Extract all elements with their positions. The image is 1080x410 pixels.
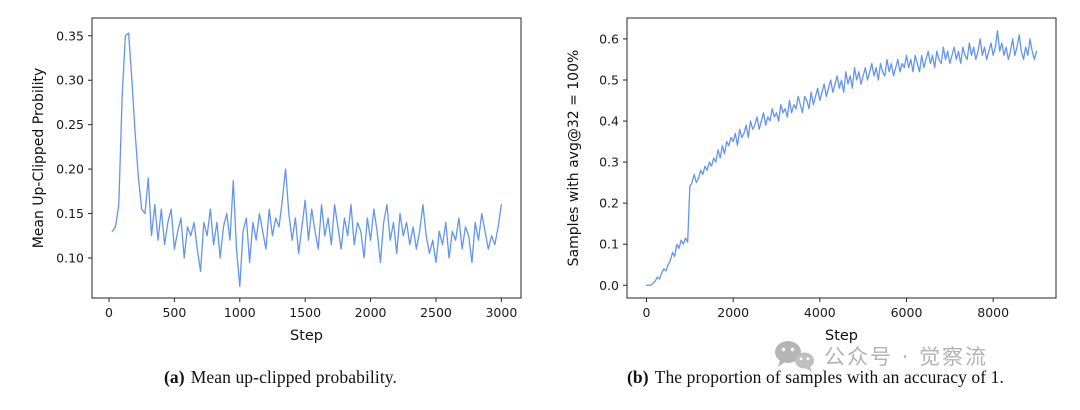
- y-tick-label: 0.35: [56, 28, 84, 43]
- y-tick-label: 0.15: [56, 206, 84, 221]
- x-tick-label: 0: [105, 305, 113, 320]
- caption-a: (a) Mean up-clipped probability.: [28, 367, 533, 388]
- caption-b-text: The proportion of samples with an accura…: [654, 367, 1005, 387]
- chart-b: 0 2000 4000 6000 8000 0.0 0.1 0.2 0.3 0.4 0.5 0.6 St…: [563, 8, 1068, 353]
- y-tick-label: 0.5: [599, 72, 619, 87]
- caption-a-label: (a): [164, 367, 185, 387]
- y-tick-label: 0.30: [56, 73, 84, 88]
- x-tick-label: 500: [162, 305, 186, 320]
- x-tick-label: 3000: [485, 305, 517, 320]
- x-tick-label: 1000: [224, 305, 256, 320]
- y-tick-label: 0.3: [599, 155, 619, 170]
- x-tick-label: 4000: [804, 305, 836, 320]
- y-tick-label: 0.2: [599, 196, 619, 211]
- x-axis-label: Step: [290, 328, 323, 344]
- chart-a-svg: 0 500 1000 1500 2000 2500 3000 0.10 0.15 0.20 0.25…: [31, 17, 522, 344]
- chart-a-figure: 0 500 1000 1500 2000 2500 3000 0.10 0.15 0.20 0.25…: [28, 8, 533, 388]
- x-tick-label: 1500: [289, 305, 321, 320]
- plot-frame: [91, 17, 522, 299]
- x-tick-label: 0: [643, 305, 651, 320]
- figure-row: 0 500 1000 1500 2000 2500 3000 0.10 0.15 0.20 0.25…: [28, 8, 1068, 388]
- watermark: 公众号 · 觉察流: [772, 338, 988, 374]
- y-tick-label: 0.20: [56, 162, 84, 177]
- y-tick-label: 0.6: [599, 31, 619, 46]
- watermark-text: 公众号 · 觉察流: [824, 345, 989, 369]
- plot-frame: [626, 17, 1057, 299]
- y-tick-label: 0.1: [599, 237, 619, 252]
- chart-b-figure: 0 2000 4000 6000 8000 0.0 0.1 0.2 0.3 0.4 0.5 0.6 St…: [563, 8, 1068, 388]
- caption-b-label: (b): [626, 367, 649, 387]
- y-tick-label: 0.10: [56, 251, 84, 266]
- y-axis-label: Samples with avg@32 = 100%: [566, 50, 582, 267]
- x-tick-label: 2000: [717, 305, 749, 320]
- series-line: [111, 32, 503, 288]
- series-line: [645, 30, 1038, 286]
- wechat-icon: [775, 341, 814, 372]
- caption-b: (b) The proportion of samples with an acc…: [563, 367, 1068, 388]
- chart-a: 0 500 1000 1500 2000 2500 3000 0.10 0.15 0.20 0.25…: [28, 8, 533, 353]
- x-tick-label: 6000: [891, 305, 923, 320]
- y-tick-label: 0.0: [599, 278, 619, 293]
- y-tick-label: 0.25: [56, 117, 84, 132]
- y-tick-label: 0.4: [599, 114, 619, 129]
- x-tick-label: 8000: [977, 305, 1009, 320]
- x-tick-label: 2000: [355, 305, 387, 320]
- x-axis-label: Step: [825, 328, 858, 344]
- chart-b-svg: 0 2000 4000 6000 8000 0.0 0.1 0.2 0.3 0.4 0.5 0.6 St…: [566, 17, 1057, 344]
- y-axis-label: Mean Up-Clipped Probility: [31, 68, 47, 249]
- caption-a-text: Mean up-clipped probability.: [190, 367, 397, 387]
- x-tick-label: 2500: [420, 305, 452, 320]
